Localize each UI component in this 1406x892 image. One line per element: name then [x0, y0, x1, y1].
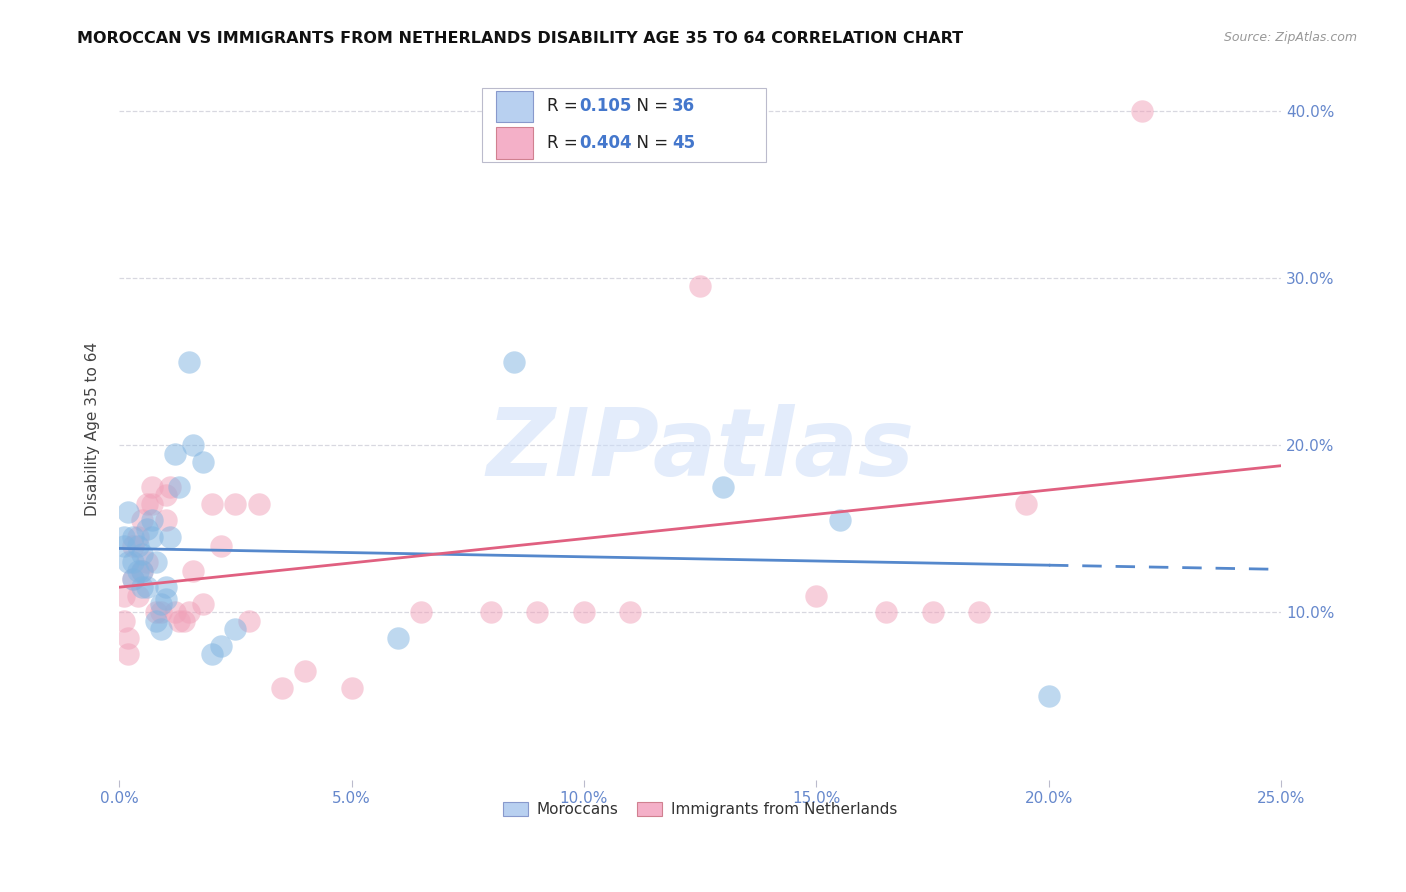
Point	[155, 488, 177, 502]
Point	[689, 279, 711, 293]
Point	[131, 513, 153, 527]
Point	[270, 681, 292, 695]
Point	[806, 589, 828, 603]
Point	[131, 564, 153, 578]
Text: N =: N =	[626, 135, 673, 153]
Point	[131, 564, 153, 578]
Text: Source: ZipAtlas.com: Source: ZipAtlas.com	[1223, 31, 1357, 45]
Point	[163, 606, 186, 620]
Point	[169, 614, 191, 628]
Point	[117, 505, 139, 519]
Point	[159, 480, 181, 494]
Point	[122, 572, 145, 586]
Point	[209, 639, 232, 653]
Text: 0.105: 0.105	[579, 97, 631, 115]
Point	[503, 354, 526, 368]
Point	[136, 580, 159, 594]
Point	[122, 572, 145, 586]
Point	[145, 606, 167, 620]
Point	[155, 580, 177, 594]
Point	[619, 606, 641, 620]
Point	[122, 530, 145, 544]
Point	[149, 597, 172, 611]
Text: 36: 36	[672, 97, 696, 115]
Point	[294, 664, 316, 678]
Point	[201, 497, 224, 511]
Point	[479, 606, 502, 620]
Point	[127, 539, 149, 553]
Point	[117, 647, 139, 661]
Point	[141, 480, 163, 494]
Point	[1130, 103, 1153, 118]
FancyBboxPatch shape	[482, 88, 766, 161]
Point	[155, 592, 177, 607]
Point	[191, 455, 214, 469]
Bar	[496, 128, 533, 159]
Point	[209, 539, 232, 553]
Point	[224, 622, 246, 636]
Point	[122, 539, 145, 553]
Point	[572, 606, 595, 620]
Bar	[496, 91, 533, 122]
Point	[163, 447, 186, 461]
Point	[387, 631, 409, 645]
Point	[145, 614, 167, 628]
Point	[191, 597, 214, 611]
Point	[127, 589, 149, 603]
Point	[169, 480, 191, 494]
Point	[224, 497, 246, 511]
Point	[411, 606, 433, 620]
Text: R =: R =	[547, 135, 583, 153]
Point	[921, 606, 943, 620]
Point	[238, 614, 260, 628]
Point	[201, 647, 224, 661]
Point	[141, 530, 163, 544]
Point	[340, 681, 363, 695]
Point	[136, 497, 159, 511]
Point	[149, 622, 172, 636]
Point	[131, 547, 153, 561]
Text: 45: 45	[672, 135, 696, 153]
Legend: Moroccans, Immigrants from Netherlands: Moroccans, Immigrants from Netherlands	[496, 794, 905, 824]
Point	[127, 530, 149, 544]
Point	[112, 539, 135, 553]
Point	[131, 580, 153, 594]
Point	[149, 606, 172, 620]
Text: N =: N =	[626, 97, 673, 115]
Point	[145, 555, 167, 569]
Point	[177, 354, 200, 368]
Point	[136, 555, 159, 569]
Point	[117, 555, 139, 569]
Point	[122, 555, 145, 569]
Point	[183, 564, 205, 578]
Point	[127, 564, 149, 578]
Text: ZIPatlas: ZIPatlas	[486, 403, 914, 496]
Point	[117, 631, 139, 645]
Point	[177, 606, 200, 620]
Text: 0.404: 0.404	[579, 135, 631, 153]
Point	[875, 606, 897, 620]
Point	[526, 606, 548, 620]
Y-axis label: Disability Age 35 to 64: Disability Age 35 to 64	[86, 342, 100, 516]
Point	[136, 522, 159, 536]
Text: R =: R =	[547, 97, 583, 115]
Point	[141, 513, 163, 527]
Point	[112, 614, 135, 628]
Point	[828, 513, 851, 527]
Point	[1015, 497, 1038, 511]
Point	[1038, 689, 1060, 703]
Point	[173, 614, 195, 628]
Point	[159, 530, 181, 544]
Point	[141, 497, 163, 511]
Point	[112, 530, 135, 544]
Point	[713, 480, 735, 494]
Point	[967, 606, 990, 620]
Point	[112, 589, 135, 603]
Text: MOROCCAN VS IMMIGRANTS FROM NETHERLANDS DISABILITY AGE 35 TO 64 CORRELATION CHAR: MOROCCAN VS IMMIGRANTS FROM NETHERLANDS …	[77, 31, 963, 46]
Point	[247, 497, 270, 511]
Point	[155, 513, 177, 527]
Point	[183, 438, 205, 452]
